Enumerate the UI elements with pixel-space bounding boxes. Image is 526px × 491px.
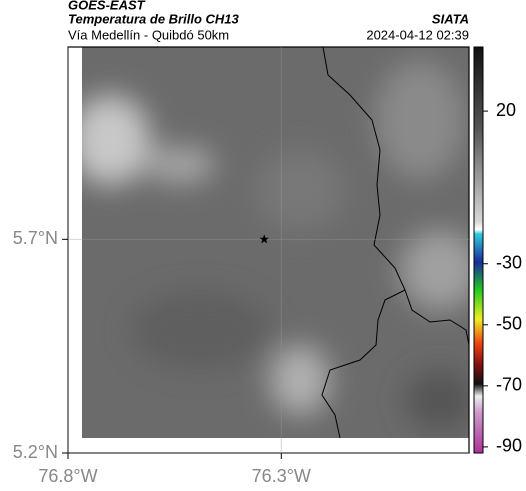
y-tick-label: 5.7°N — [13, 228, 58, 248]
colorbar-tick-label: -30 — [496, 252, 522, 272]
subtitle: Temperatura de Brillo CH13 — [68, 11, 240, 26]
y-tick-label: 5.2°N — [13, 442, 58, 462]
region: Vía Medellín - Quibdó 50km — [68, 27, 229, 42]
timestamp: 2024-04-12 02:39 — [366, 27, 469, 42]
x-tick-label: 76.8°W — [38, 466, 97, 486]
colorbar — [473, 46, 484, 454]
satellite-image — [82, 47, 469, 438]
colorbar-tick-label: 20 — [496, 100, 516, 120]
colorbar-tick-label: -50 — [496, 314, 522, 334]
source: SIATA — [432, 11, 469, 26]
colorbar-tick-label: -90 — [496, 436, 522, 456]
x-tick-label: 76.3°W — [252, 466, 311, 486]
title: GOES-EAST — [68, 0, 146, 12]
map-frame — [67, 46, 470, 454]
location-marker — [259, 234, 269, 244]
colorbar-tick-label: -70 — [496, 375, 522, 395]
